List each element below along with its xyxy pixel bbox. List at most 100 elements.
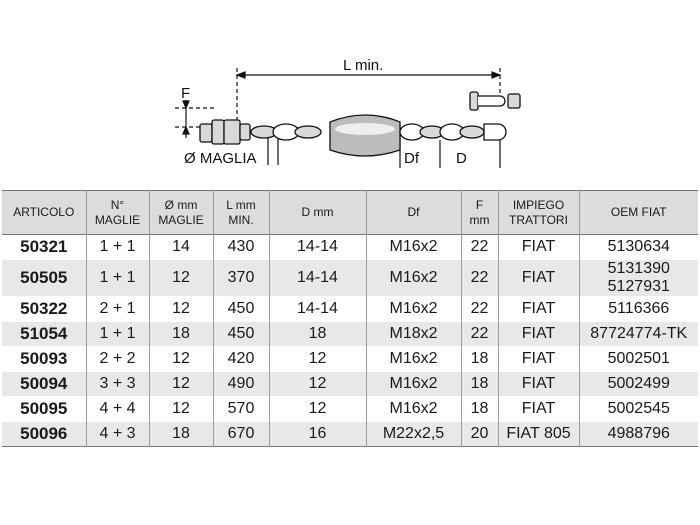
- table-cell: 22: [461, 259, 499, 297]
- article-code: 50094: [2, 371, 87, 397]
- table-cell: FIAT: [498, 234, 580, 260]
- table-cell: M22x2,5: [366, 421, 462, 447]
- cell-line: 5116366: [608, 300, 670, 317]
- table-header: ARTICOLO N° MAGLIE Ø mm MAGLIE L mm MIN. D mm Df…: [2, 190, 698, 235]
- table-cell: M16x2: [366, 371, 462, 397]
- table-cell: 14: [149, 234, 214, 260]
- article-code: 50321: [2, 234, 87, 260]
- table-cell: 18: [269, 321, 367, 347]
- table-cell: 5116366: [579, 297, 698, 322]
- table-cell: 4 + 3: [86, 421, 150, 447]
- header-line: D mm: [301, 205, 334, 219]
- header-cell: D mm: [269, 190, 367, 235]
- table-cell: 5130634: [579, 235, 698, 260]
- header-cell: Df: [366, 190, 462, 235]
- table-cell: 16: [269, 421, 367, 447]
- table-cell: M16x2: [366, 396, 462, 422]
- header-line: Df: [407, 205, 420, 219]
- table-cell: M16x2: [366, 296, 462, 322]
- table-cell: M16x2: [366, 346, 462, 372]
- table-cell: 2 + 2: [86, 346, 150, 372]
- table-body: 50321 1 + 1 14 430 14-14 M16x2 22 FIAT 5130634 50…: [2, 234, 698, 447]
- table-cell: 2 + 1: [86, 296, 150, 322]
- article-code: 50096: [2, 421, 87, 447]
- table-cell: FIAT: [498, 396, 580, 422]
- table-cell: FIAT: [498, 346, 580, 372]
- article-code: 50093: [2, 346, 87, 372]
- table-cell: 18: [149, 421, 214, 447]
- header-cell: Ø mm MAGLIE: [149, 190, 214, 235]
- table-row: 50505 1 + 1 12 370 14-14 M16x2 22 FIAT 5131390 51…: [2, 259, 698, 297]
- table-cell: 1 + 1: [86, 234, 150, 260]
- table-cell: 4988796: [579, 422, 698, 447]
- table-cell: 4 + 4: [86, 396, 150, 422]
- f-label: F: [181, 85, 190, 102]
- table-cell: 22: [461, 296, 499, 322]
- table-cell: M16x2: [366, 234, 462, 260]
- header-line: F: [475, 197, 484, 212]
- table-row: 51054 1 + 1 18 450 18 M18x2 22 FIAT 87724774-TK: [2, 321, 698, 347]
- table-cell: 20: [461, 421, 499, 447]
- header-line: L mm: [226, 197, 256, 212]
- product-table: ARTICOLO N° MAGLIE Ø mm MAGLIE L mm MIN. D mm Df…: [2, 190, 698, 447]
- table-cell: 1 + 1: [86, 321, 150, 347]
- table-cell: 3 + 3: [86, 371, 150, 397]
- article-code: 51054: [2, 321, 87, 347]
- header-cell: L mm MIN.: [213, 190, 270, 235]
- table-cell: FIAT 805: [498, 421, 580, 447]
- table-cell: 18: [461, 346, 499, 372]
- cell-line: 5002501: [607, 350, 670, 367]
- table-cell: FIAT: [498, 321, 580, 347]
- chain: [199, 91, 521, 157]
- chain-diagram: L min. F Ø MAGLIA Df D: [175, 57, 521, 168]
- table-cell: FIAT: [498, 296, 580, 322]
- table-cell: 12: [149, 346, 214, 372]
- table-cell: 14-14: [269, 296, 367, 322]
- table-cell: 5002545: [579, 397, 698, 422]
- table-cell: 5002499: [579, 372, 698, 397]
- header-cell: ARTICOLO: [2, 190, 87, 235]
- table-row: 50093 2 + 2 12 420 12 M16x2 18 FIAT 5002501: [2, 346, 698, 372]
- table-cell: 18: [461, 371, 499, 397]
- table-cell: 670: [213, 421, 270, 447]
- header-line: N°: [110, 197, 125, 212]
- header-cell: N° MAGLIE: [86, 190, 150, 235]
- cell-line: 5002545: [607, 400, 670, 417]
- header-line: IMPIEGO: [512, 197, 565, 212]
- table-cell: 570: [213, 396, 270, 422]
- table-cell: 12: [149, 296, 214, 322]
- table-cell: 18: [461, 396, 499, 422]
- article-code: 50322: [2, 296, 87, 322]
- table-cell: 22: [461, 321, 499, 347]
- table-cell: 22: [461, 234, 499, 260]
- table-cell: 430: [213, 234, 270, 260]
- table-cell: 12: [149, 371, 214, 397]
- header-line: TRATTORI: [509, 212, 568, 227]
- table-cell: 420: [213, 346, 270, 372]
- table-cell: 450: [213, 321, 270, 347]
- table-row: 50322 2 + 1 12 450 14-14 M16x2 22 FIAT 5116366: [2, 296, 698, 322]
- header-line: MAGLIE: [94, 212, 141, 227]
- table-cell: 370: [213, 259, 270, 297]
- table-cell: 12: [269, 346, 367, 372]
- table-cell: 12: [269, 396, 367, 422]
- table-cell: 5002501: [579, 347, 698, 372]
- cell-line: 5127931: [607, 278, 670, 295]
- header-row: ARTICOLO N° MAGLIE Ø mm MAGLIE L mm MIN. D mm Df…: [2, 190, 698, 235]
- table-cell: 1 + 1: [86, 259, 150, 297]
- table-cell: 87724774-TK: [579, 322, 698, 347]
- table-cell: 12: [149, 259, 214, 297]
- header-cell: OEM FIAT: [579, 191, 698, 235]
- table-cell: 450: [213, 296, 270, 322]
- header-line: Ø mm: [164, 197, 198, 212]
- header-line: MIN.: [228, 212, 254, 227]
- table-cell: 18: [149, 321, 214, 347]
- table-cell: 12: [149, 396, 214, 422]
- table-cell: 12: [269, 371, 367, 397]
- cell-line: 5130634: [607, 238, 670, 255]
- d-label: D: [456, 150, 467, 167]
- cell-line: 5131390: [607, 260, 670, 277]
- header-cell: IMPIEGO TRATTORI: [498, 190, 580, 235]
